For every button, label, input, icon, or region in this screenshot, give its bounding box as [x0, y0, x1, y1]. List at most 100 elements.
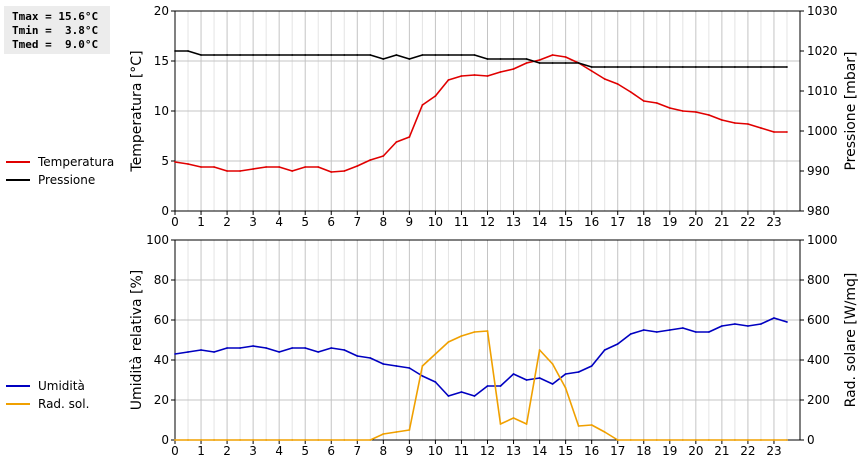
data-point	[304, 54, 307, 56]
data-point	[356, 355, 359, 357]
data-point	[629, 333, 632, 335]
x-tick-label: 11	[454, 444, 469, 458]
data-point	[239, 347, 242, 349]
data-point	[707, 439, 710, 441]
data-point	[473, 395, 476, 397]
data-point	[330, 171, 333, 173]
data-point	[733, 122, 736, 124]
data-point	[460, 335, 463, 337]
series-line-0	[174, 54, 787, 173]
data-point	[408, 429, 411, 431]
data-point	[304, 347, 307, 349]
y2-tick-label: 600	[807, 313, 830, 327]
data-point	[577, 371, 580, 373]
data-point	[343, 54, 346, 56]
y-tick-label: 20	[154, 393, 169, 407]
series-line-1	[175, 330, 787, 441]
data-point	[369, 54, 372, 56]
data-point	[460, 54, 463, 56]
stat-tmed: Tmed = 9.0°C	[12, 38, 99, 51]
x-tick-label: 16	[584, 444, 599, 458]
data-point	[291, 54, 294, 56]
x-tick-label: 3	[249, 215, 257, 229]
x-tick-label: 4	[275, 215, 283, 229]
data-point	[786, 131, 788, 133]
x-tick-label: 22	[740, 444, 755, 458]
x-tick-label: 14	[532, 215, 547, 229]
data-point	[720, 325, 723, 327]
data-point	[616, 83, 619, 85]
x-tick-label: 0	[171, 444, 179, 458]
legend-label: Pressione	[38, 173, 95, 187]
x-tick-label: 16	[584, 215, 599, 229]
data-point	[278, 351, 281, 353]
x-tick-label: 18	[636, 444, 651, 458]
x-tick-label: 9	[406, 215, 414, 229]
data-point	[447, 54, 450, 56]
data-point	[694, 331, 697, 333]
data-point	[577, 62, 580, 64]
data-point	[760, 439, 762, 441]
x-tick-label: 14	[532, 444, 547, 458]
data-point	[773, 317, 775, 319]
data-point	[304, 439, 307, 441]
x-tick-label: 21	[714, 444, 729, 458]
data-point	[668, 107, 671, 109]
data-point	[317, 166, 320, 168]
data-point	[564, 387, 567, 389]
data-point	[499, 385, 502, 387]
data-point	[226, 439, 228, 441]
x-tick-label: 2	[223, 444, 231, 458]
data-point	[239, 54, 242, 56]
data-point	[681, 110, 684, 112]
x-tick-label: 6	[327, 444, 335, 458]
data-point	[421, 104, 424, 106]
data-point	[200, 349, 202, 351]
data-point	[434, 353, 437, 355]
data-point	[707, 66, 710, 68]
data-point	[551, 62, 554, 64]
x-tick-label: 1	[197, 444, 205, 458]
x-tick-label: 9	[406, 444, 414, 458]
data-point	[343, 170, 346, 172]
data-point	[747, 123, 749, 125]
data-point	[174, 161, 176, 163]
x-tick-label: 17	[610, 444, 625, 458]
data-point	[747, 66, 749, 68]
data-point	[694, 66, 697, 68]
data-point	[434, 54, 437, 56]
data-point	[499, 423, 502, 425]
data-point	[655, 439, 658, 441]
y-tick-label: 60	[154, 313, 169, 327]
data-point	[629, 439, 632, 441]
data-point	[720, 66, 723, 68]
data-point	[551, 383, 554, 385]
data-point	[356, 165, 359, 167]
data-point	[213, 351, 215, 353]
data-point	[486, 58, 489, 60]
y-axis-label: Umidità relativa [%]	[129, 270, 145, 411]
data-point	[356, 439, 359, 441]
data-point	[382, 155, 385, 157]
data-point	[486, 330, 489, 332]
data-point	[317, 54, 320, 56]
data-point	[473, 54, 476, 56]
data-point	[629, 66, 632, 68]
data-point	[460, 391, 463, 393]
data-point	[213, 166, 215, 168]
data-point	[603, 349, 606, 351]
series-line-0	[174, 317, 788, 397]
data-point	[369, 357, 372, 359]
y-tick-label: 10	[154, 104, 169, 118]
data-point	[590, 70, 593, 72]
data-point	[395, 431, 398, 433]
data-point	[408, 136, 411, 138]
data-point	[512, 373, 515, 375]
data-point	[590, 66, 593, 68]
data-point	[681, 66, 684, 68]
x-tick-label: 15	[558, 444, 573, 458]
data-point	[317, 439, 320, 441]
stat-tmin: Tmin = 3.8°C	[12, 24, 99, 37]
data-point	[278, 166, 281, 168]
data-point	[369, 439, 372, 441]
